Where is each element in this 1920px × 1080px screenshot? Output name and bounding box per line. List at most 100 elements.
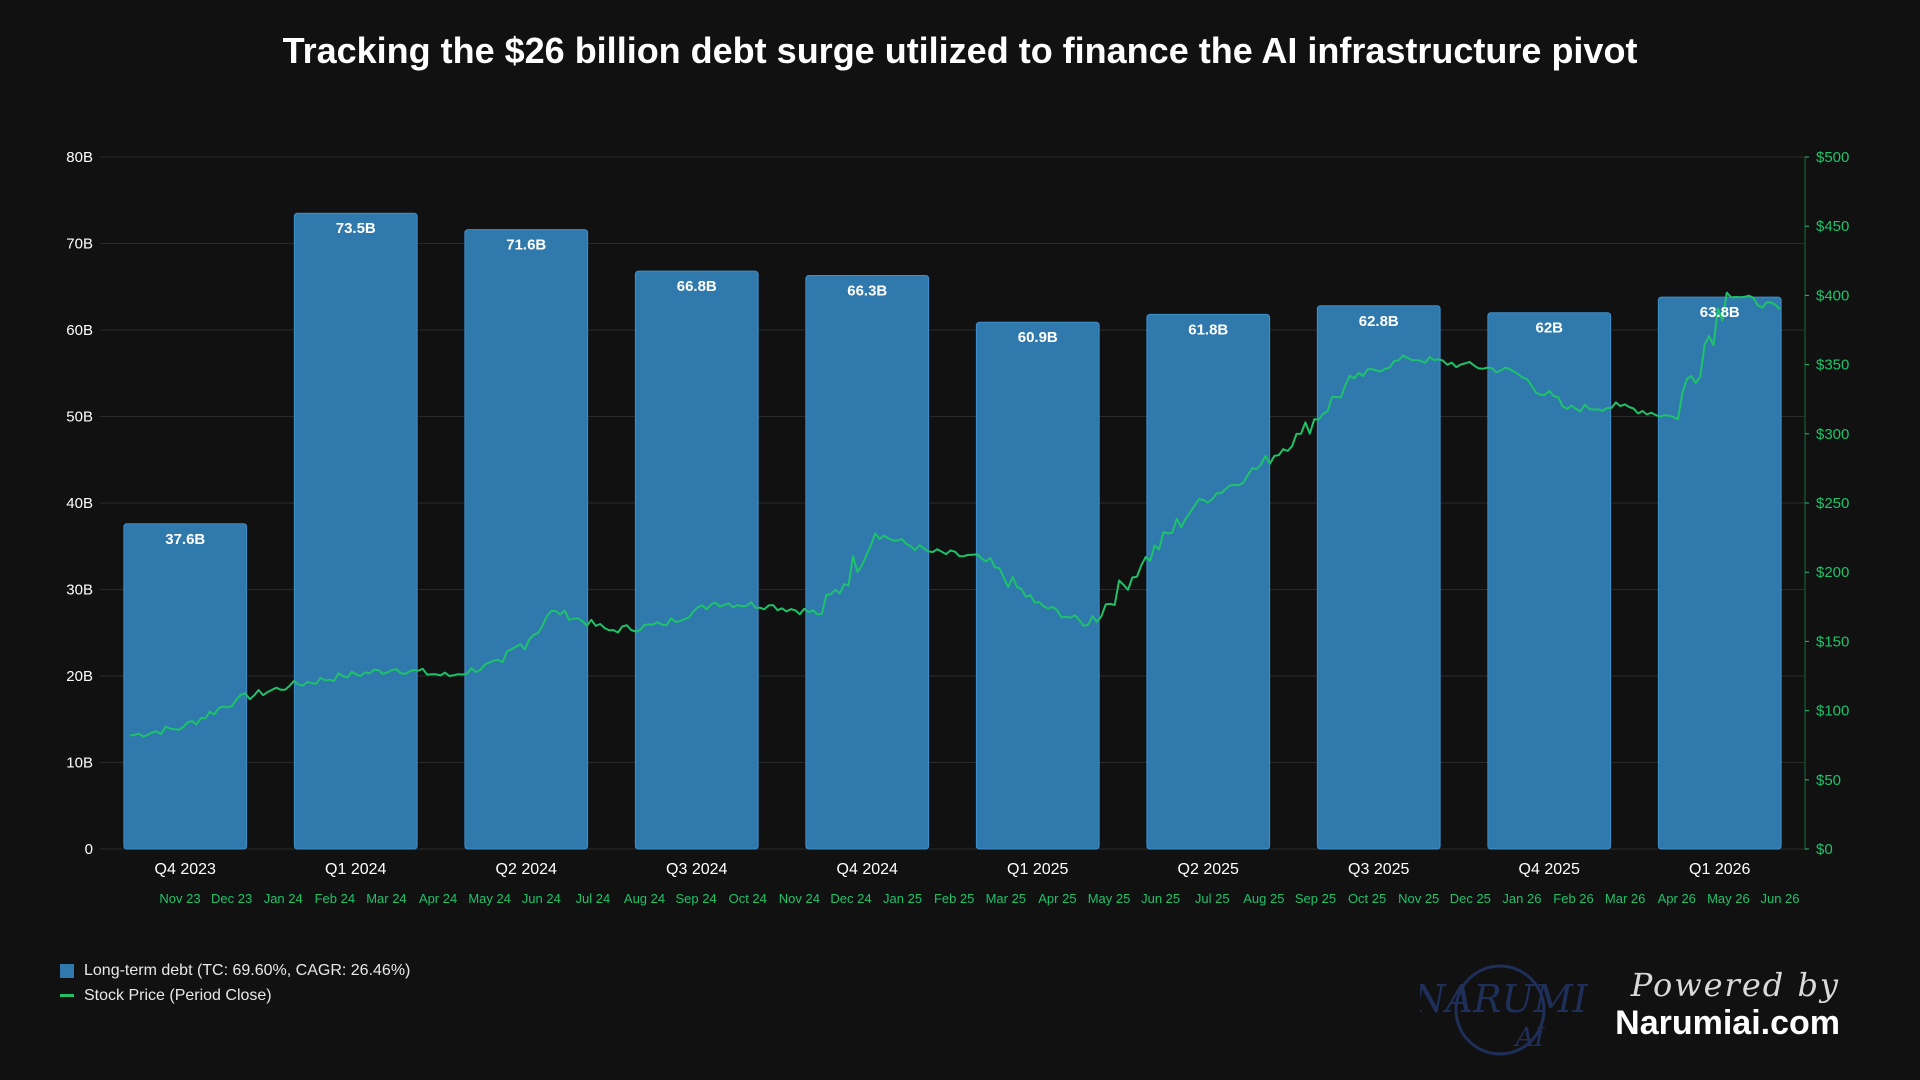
x-month-label: Jul 24 [576,891,611,906]
legend-label-stock: Stock Price (Period Close) [84,986,272,1004]
left-tick-label: 60B [66,322,93,339]
bar-data-label: 71.6B [506,237,546,254]
x-month-label: Oct 25 [1348,891,1386,906]
x-axis: Q4 2023 Q1 2024 Q2 2024 Q3 2024 Q4 2024 Q1 20… [155,861,1751,878]
x-month-label: Apr 24 [419,891,457,906]
debt-bar [1657,296,1782,850]
stock-price-line [129,291,1781,738]
debt-bar [1487,312,1612,850]
bar-data-label: 61.8B [1188,321,1228,338]
x-month-label: Aug 24 [624,891,665,906]
x-month-label: Sep 25 [1295,891,1336,906]
debt-bars [123,212,1782,850]
right-tick-label: $300 [1816,426,1849,443]
powered-by-text: Powered by [1630,966,1840,1004]
right-tick-label: $500 [1816,149,1849,166]
debt-bar [1146,313,1271,850]
x-month-label: Jun 25 [1141,891,1180,906]
debt-bar [1316,305,1441,850]
bar-data-label: 73.5B [336,220,376,237]
x-month-label: Nov 24 [779,891,820,906]
legend-label-debt: Long-term debt (TC: 69.60%, CAGR: 26.46%… [84,961,411,979]
debt-bar [975,321,1100,850]
left-axis: 0 10B 20B 30B 40B 50B 60B 70B 80B [66,149,93,858]
bar-data-label: 66.8B [677,278,717,295]
right-tick-label: $50 [1816,772,1841,789]
right-tick-label: $150 [1816,633,1849,650]
legend-item-debt[interactable]: Long-term debt (TC: 69.60%, CAGR: 26.46%… [60,958,410,983]
right-axis: $0 $50 $100 $150 $200 $250 $300 $350 $400 $450 $50… [1804,149,1849,858]
x-category-label: Q1 2024 [325,861,386,878]
debt-bar [464,229,589,850]
x-month-label: Mar 26 [1605,891,1645,906]
bar-data-label: 60.9B [1018,329,1058,346]
logo-sub: AI [1513,1023,1545,1053]
bar-data-label: 66.3B [847,283,887,300]
left-tick-label: 10B [66,755,93,772]
x-month-label: Apr 25 [1038,891,1076,906]
x-month-label: Dec 23 [211,891,252,906]
chart-title: Tracking the $26 billion debt surge util… [282,30,1638,71]
x-category-label: Q1 2026 [1689,861,1750,878]
x-month-label: Jun 24 [522,891,561,906]
combo-chart: 37.6B 73.5B 71.6B 66.8B 66.3B 60.9B 61.8B 62.8B… [66,149,1849,906]
left-tick-label: 0 [85,841,93,858]
bar-data-label: 63.8B [1700,304,1740,321]
logo-text: NARUMI [1420,977,1589,1021]
x-month-label: Mar 24 [366,891,406,906]
x-category-label: Q3 2025 [1348,861,1409,878]
left-tick-label: 50B [66,409,93,426]
x-month-label: May 24 [468,891,511,906]
x-month-label: Dec 24 [830,891,871,906]
x-month-label: Sep 24 [676,891,717,906]
left-tick-label: 20B [66,668,93,685]
left-tick-label: 40B [66,495,93,512]
x-month-label: May 26 [1707,891,1750,906]
x-month-label: Feb 25 [934,891,974,906]
x-month-label: May 25 [1088,891,1131,906]
narumi-logo-icon: NARUMI AI [1420,964,1589,1056]
x-category-label: Q3 2024 [666,861,727,878]
x-month-label: Nov 23 [159,891,200,906]
x-month-label: Jan 26 [1502,891,1541,906]
bar-data-label: 62B [1535,320,1563,337]
right-tick-label: $350 [1816,357,1849,374]
site-link[interactable]: Narumiai.com [1615,1004,1840,1042]
x-month-label: Apr 26 [1658,891,1696,906]
right-tick-label: $450 [1816,218,1849,235]
right-tick-label: $200 [1816,564,1849,581]
debt-bar [634,270,759,850]
month-axis: Nov 23 Dec 23 Jan 24 Feb 24 Mar 24 Apr 24 May … [159,891,1799,906]
x-month-label: Nov 25 [1398,891,1439,906]
x-month-label: Jan 25 [883,891,922,906]
right-tick-label: $400 [1816,287,1849,304]
x-category-label: Q4 2024 [837,861,898,878]
left-tick-label: 80B [66,149,93,166]
legend-swatch-debt [60,963,74,978]
x-month-label: Dec 25 [1450,891,1491,906]
bar-data-labels: 37.6B 73.5B 71.6B 66.8B 66.3B 60.9B 61.8B 62.8B… [165,220,1740,548]
left-tick-label: 70B [66,236,93,253]
branding: NARUMI AI Powered by Narumiai.com [1420,960,1840,1060]
x-month-label: Feb 24 [315,891,355,906]
x-month-label: Jul 25 [1195,891,1230,906]
legend-line-stock [60,994,74,997]
debt-bar [805,275,930,850]
legend: Long-term debt (TC: 69.60%, CAGR: 26.46%… [60,958,410,1008]
x-month-label: Oct 24 [729,891,767,906]
x-category-label: Q1 2025 [1007,861,1068,878]
debt-bar [123,523,248,850]
x-category-label: Q2 2024 [496,861,557,878]
legend-item-stock[interactable]: Stock Price (Period Close) [60,983,410,1008]
x-category-label: Q4 2023 [155,861,216,878]
right-tick-label: $100 [1816,703,1849,720]
x-month-label: Aug 25 [1243,891,1284,906]
left-tick-label: 30B [66,582,93,599]
bar-data-label: 37.6B [165,531,205,548]
bar-data-label: 62.8B [1359,313,1399,330]
x-month-label: Mar 25 [986,891,1026,906]
stock-price-line-layer [129,291,1781,738]
x-category-label: Q4 2025 [1519,861,1580,878]
right-tick-label: $250 [1816,495,1849,512]
right-tick-label: $0 [1816,841,1833,858]
